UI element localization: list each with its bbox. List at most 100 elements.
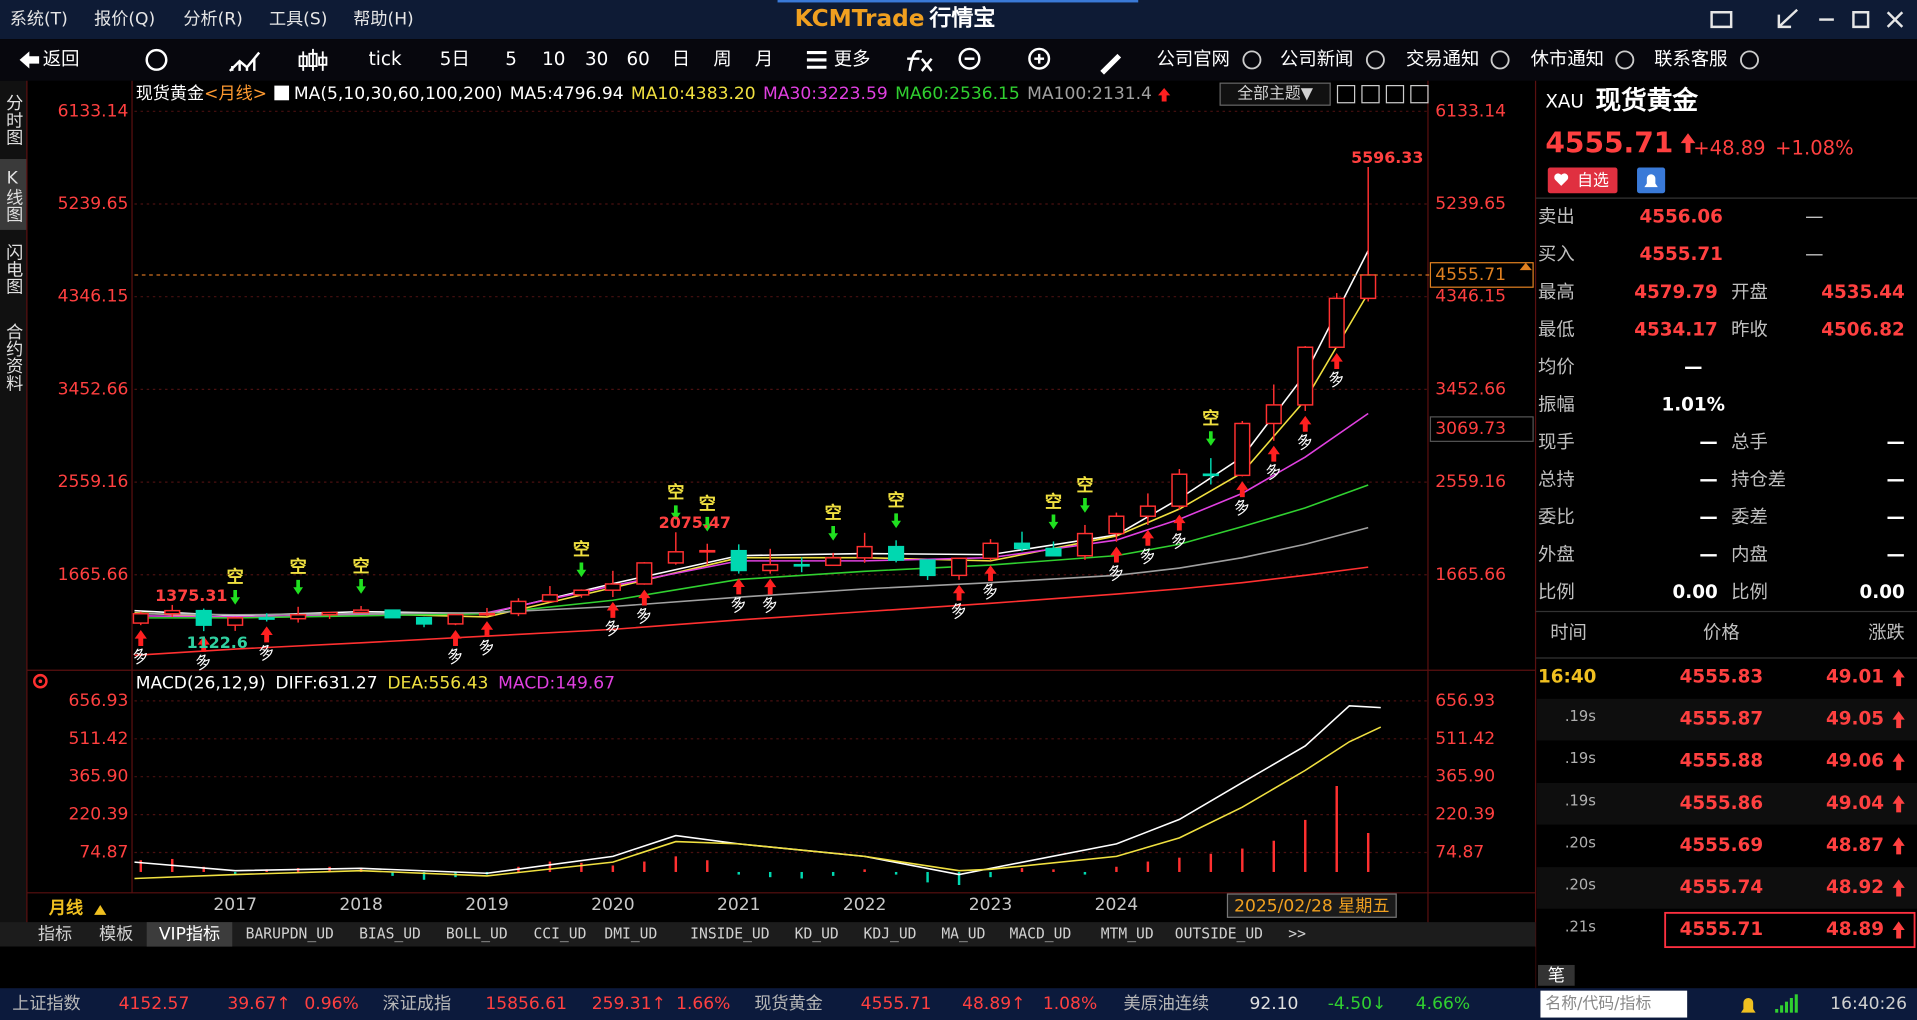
indicator-tab[interactable]: MACD_UD — [1010, 925, 1072, 942]
toolbar-button[interactable]: 5 — [505, 49, 517, 70]
toolbar-button[interactable]: 10 — [542, 49, 565, 70]
buy-arrow — [1236, 481, 1249, 498]
toolbar-button[interactable]: 周 — [713, 49, 731, 70]
footer-tab[interactable]: 笔 — [1548, 966, 1565, 986]
toolbar-button[interactable]: 5日 — [440, 49, 470, 70]
toolbar-button[interactable]: 日 — [672, 49, 690, 70]
tick-change: 48.89 — [1826, 919, 1884, 940]
window-button[interactable] — [1886, 11, 1904, 28]
quote-value: 4579.79 — [1634, 282, 1717, 303]
toolbar-button[interactable]: 30 — [585, 49, 608, 70]
period-arrow[interactable] — [94, 905, 107, 915]
layout-button[interactable] — [1361, 84, 1380, 104]
indicator-tab[interactable]: MA_UD — [941, 925, 985, 942]
ticker-name[interactable]: 上证指数 — [12, 994, 80, 1014]
notice-icon[interactable] — [1740, 997, 1756, 1013]
indicator-tab[interactable]: KD_UD — [795, 925, 839, 942]
sell-signal: 空 — [1076, 475, 1093, 496]
menu-item[interactable]: 帮助(H) — [353, 10, 413, 30]
indicator-tab[interactable]: BIAS_UD — [359, 925, 421, 942]
zoom-icon[interactable] — [1034, 53, 1045, 64]
side-tab-active — [0, 158, 27, 230]
refresh-icon[interactable] — [145, 48, 168, 71]
buy-signal: 多 — [130, 644, 151, 667]
menu-item[interactable]: 系统(T) — [10, 10, 68, 30]
search-box[interactable] — [1540, 990, 1688, 1018]
indicator-tab[interactable]: INSIDE_UD — [690, 925, 769, 942]
pencil-icon[interactable] — [1100, 53, 1122, 75]
link-icon[interactable] — [1365, 50, 1385, 70]
side-tab[interactable]: K线图 — [2, 169, 23, 223]
toolbar-button[interactable]: 返回 — [43, 49, 80, 70]
toolbar-button[interactable]: tick — [369, 49, 402, 70]
sell-arrow — [1080, 498, 1090, 513]
layout-button[interactable] — [1336, 84, 1356, 104]
window-button[interactable] — [1852, 11, 1870, 29]
side-tab[interactable]: 分时图 — [2, 94, 23, 145]
indicator-tab[interactable]: 模板 — [99, 924, 133, 944]
quote-value: — — [1886, 545, 1904, 566]
menu-item[interactable]: 分析(R) — [183, 10, 242, 30]
indicator-tab[interactable]: >> — [1288, 925, 1306, 942]
candle-icon[interactable] — [298, 48, 328, 71]
layout-button[interactable] — [1385, 84, 1405, 104]
toolbar — [0, 39, 1917, 81]
quote-value: 4506.82 — [1821, 319, 1904, 340]
zoom-icon[interactable] — [1028, 47, 1051, 70]
ma-line — [134, 566, 1369, 657]
toolbar-button[interactable]: 60 — [627, 49, 650, 70]
indicator-tab[interactable]: DMI_UD — [604, 925, 657, 942]
side-tab[interactable]: 闪电图 — [2, 243, 22, 294]
search-placeholder[interactable]: 名称/代码/指标 — [1545, 994, 1651, 1013]
tick-arrow — [1892, 753, 1905, 771]
tick-change: 49.04 — [1826, 793, 1884, 814]
sell-arrow — [230, 589, 241, 605]
tick-change: 48.92 — [1826, 877, 1884, 898]
ticker-name[interactable]: 美原油连续 — [1124, 994, 1210, 1014]
footer-tab-box[interactable] — [1538, 964, 1575, 986]
theme-button-box[interactable] — [1219, 82, 1331, 106]
period-label[interactable]: 月线 — [48, 898, 83, 919]
window-button[interactable] — [1710, 11, 1733, 29]
indicator-tab[interactable]: BARUPDN_UD — [246, 925, 334, 942]
link-icon[interactable] — [1740, 50, 1759, 70]
link-icon[interactable] — [1615, 50, 1635, 70]
toolbar-button[interactable]: 月 — [755, 49, 773, 70]
theme-button[interactable]: 全部主题▼ — [1237, 84, 1313, 103]
ticker-name[interactable]: 深证成指 — [383, 994, 451, 1014]
menu-item[interactable]: 工具(S) — [269, 10, 327, 30]
heart-icon[interactable] — [1554, 173, 1569, 186]
layout-button[interactable] — [1410, 84, 1429, 104]
toolbar-button[interactable]: 公司官网 — [1157, 49, 1230, 70]
indicator-tab[interactable]: MTM_UD — [1101, 925, 1154, 942]
y-tick-label-right: 5239.65 — [1435, 194, 1506, 214]
toolbar-button[interactable]: 更多 — [834, 49, 871, 70]
toolbar-button[interactable]: 联系客服 — [1654, 49, 1727, 70]
indicator-tab[interactable]: VIP指标 — [159, 924, 220, 944]
candle-body — [1328, 297, 1345, 348]
indicator-tab[interactable]: BOLL_UD — [446, 925, 508, 942]
indicator-tab[interactable]: KDJ_UD — [864, 925, 917, 942]
toolbar-button[interactable]: 休市通知 — [1531, 49, 1604, 70]
indicator-tab[interactable]: OUTSIDE_UD — [1175, 925, 1263, 942]
fx-icon[interactable] — [907, 50, 933, 72]
link-icon[interactable] — [1490, 50, 1510, 70]
tick-price: 4555.86 — [1680, 793, 1763, 814]
bell-icon[interactable] — [1644, 174, 1658, 188]
buy-signal: 多 — [193, 650, 214, 673]
toolbar-button[interactable]: 交易通知 — [1406, 49, 1479, 70]
chart-icon[interactable] — [228, 51, 261, 72]
candle-body — [290, 614, 307, 620]
zoom-icon[interactable] — [958, 47, 981, 70]
side-tab[interactable]: 合约资料 — [2, 323, 23, 391]
watch-label[interactable]: 自选 — [1577, 171, 1609, 190]
indicator-tab[interactable]: 指标 — [38, 924, 72, 944]
menu-icon[interactable] — [806, 51, 827, 69]
window-button[interactable] — [1777, 8, 1799, 29]
ticker-name[interactable]: 现货黄金 — [754, 994, 822, 1014]
back-icon[interactable] — [19, 51, 40, 69]
link-icon[interactable] — [1242, 50, 1262, 70]
menu-item[interactable]: 报价(Q) — [94, 10, 155, 30]
toolbar-button[interactable]: 公司新闻 — [1280, 49, 1353, 70]
indicator-tab[interactable]: CCI_UD — [533, 925, 586, 942]
